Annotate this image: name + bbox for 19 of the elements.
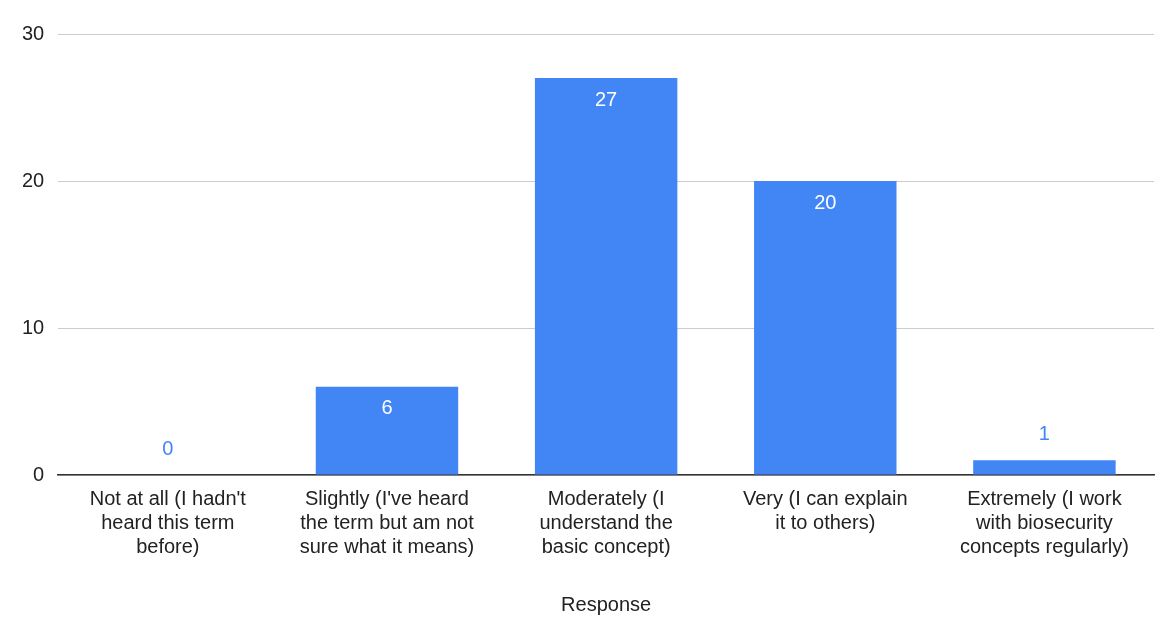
data-label: 27: [595, 87, 618, 110]
y-tick-label: 10: [22, 315, 45, 338]
data-label: 20: [814, 190, 837, 213]
x-tick-label: Not at all (I hadn't heard this term before): [89, 486, 247, 557]
data-label: 1: [1038, 421, 1050, 444]
y-tick-label: 20: [22, 168, 45, 191]
x-tick-label: Very (I can explain it to others): [743, 486, 908, 533]
bar: [315, 386, 459, 475]
x-tick-label: Extremely (I work with biosecurity concepts regularly): [959, 486, 1129, 557]
y-tick-label: 0: [33, 462, 45, 485]
x-tick-label: Moderately (I understand the basic concept): [539, 486, 673, 557]
y-tick-label: 30: [22, 21, 45, 44]
x-axis-title: Response: [561, 592, 652, 615]
data-label: 6: [381, 396, 393, 419]
data-label: 0: [162, 436, 174, 459]
bar: [754, 181, 897, 475]
x-tick-label: Slightly (I've heard the term but am not sure what it means): [299, 486, 475, 557]
bar: [534, 78, 678, 475]
bar: [973, 460, 1116, 475]
